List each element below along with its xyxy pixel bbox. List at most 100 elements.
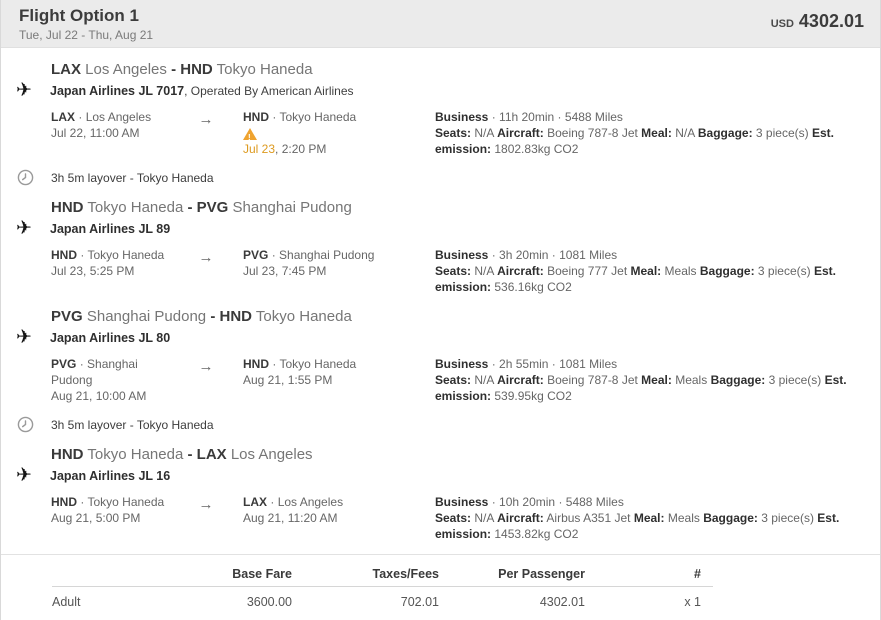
arrive-airport: LAX · Los Angeles Aug 21, 11:20 AM (243, 494, 435, 542)
to-airport-code: HND (180, 61, 213, 78)
segment-detail-row: HND · Tokyo Haneda Jul 23, 5:25 PM → PVG… (51, 247, 880, 295)
seats-value: N/A (474, 373, 494, 387)
segment-route-title: HND Tokyo Haneda - LAX Los Angeles (51, 446, 864, 463)
arrive-airport: HND · Tokyo Haneda Jul 23, 2:20 PM (243, 109, 435, 157)
airline-row: ✈ Japan Airlines JL 7017, Operated By Am… (16, 80, 880, 101)
seats-label: Seats: (435, 373, 472, 387)
from-airport-name: Tokyo Haneda (87, 199, 184, 216)
route-separator: - (171, 61, 177, 78)
depart-airport: HND · Tokyo Haneda Aug 21, 5:00 PM (51, 494, 169, 542)
fare-table-header-row: Base Fare Taxes/Fees Per Passenger # (52, 559, 713, 587)
taxes-fees-header: Taxes/Fees (292, 559, 439, 587)
from-airport-name: Shanghai Pudong (86, 308, 207, 325)
depart-airport: PVG · Shanghai Pudong Aug 21, 10:00 AM (51, 356, 169, 404)
baggage-label: Baggage: (703, 511, 758, 525)
segment-route-title: LAX Los Angeles - HND Tokyo Haneda (51, 61, 864, 78)
flight-duration: 11h 20min (499, 110, 555, 124)
plane-icon: ✈ (16, 465, 32, 486)
dot-separator: · (491, 495, 496, 509)
depart-datetime: Jul 23, 5:25 PM (51, 264, 135, 278)
meal-value: Meals (675, 373, 708, 387)
depart-city: Los Angeles (85, 110, 152, 124)
arrive-time: , 2:20 PM (275, 142, 327, 156)
flight-duration: 2h 55min (499, 357, 549, 371)
seats-value: N/A (474, 511, 494, 525)
warning-triangle-icon (243, 127, 257, 146)
plane-icon: ✈ (16, 80, 32, 101)
segment-detail-row: HND · Tokyo Haneda Aug 21, 5:00 PM → LAX… (51, 494, 880, 542)
cabin-class: Business (435, 248, 489, 262)
baggage-value: 3 piece(s) (761, 511, 814, 525)
seats-label: Seats: (435, 511, 472, 525)
layover-row: 3h 5m layover - Tokyo Haneda (17, 169, 880, 186)
baggage-label: Baggage: (710, 373, 766, 387)
segment-info: Business · 3h 20min · 1081 Miles Seats: … (435, 247, 847, 295)
dot-separator: · (270, 495, 275, 509)
count-header: # (585, 559, 713, 587)
dot-separator: · (491, 110, 496, 124)
depart-airport: LAX · Los Angeles Jul 22, 11:00 AM (51, 109, 169, 157)
from-airport-code: HND (51, 446, 84, 463)
dot-separator: · (557, 110, 562, 124)
airline-row: ✈ Japan Airlines JL 16 (16, 465, 880, 486)
baggage-label: Baggage: (699, 264, 755, 278)
arrive-city: Los Angeles (277, 495, 344, 509)
base-fare-header: Base Fare (142, 559, 292, 587)
meal-value: Meals (664, 264, 697, 278)
arrive-airport: PVG · Shanghai Pudong Jul 23, 7:45 PM (243, 247, 435, 295)
flight-segment: PVG Shanghai Pudong - HND Tokyo Haneda ✈… (1, 308, 880, 404)
flight-segment: LAX Los Angeles - HND Tokyo Haneda ✈ Jap… (1, 61, 880, 157)
dot-separator: · (78, 110, 83, 124)
dot-separator: · (558, 495, 563, 509)
aircraft-value: Boeing 787-8 Jet (547, 373, 638, 387)
depart-airport: HND · Tokyo Haneda Jul 23, 5:25 PM (51, 247, 169, 295)
depart-code: LAX (51, 110, 75, 124)
route-arrow-icon: → (198, 249, 214, 266)
to-airport-code: PVG (196, 199, 229, 216)
baggage-label: Baggage: (697, 126, 753, 140)
flight-segment: HND Tokyo Haneda - PVG Shanghai Pudong ✈… (1, 199, 880, 295)
arrive-datetime: Jul 23, 7:45 PM (243, 264, 327, 278)
depart-code: HND (51, 495, 77, 509)
count-value: x 1 (684, 595, 701, 609)
meal-value: Meals (667, 511, 700, 525)
seats-value: N/A (474, 126, 494, 140)
cabin-class: Business (435, 110, 489, 124)
to-airport-name: Shanghai Pudong (232, 199, 352, 216)
arrive-code: HND (243, 357, 269, 371)
dot-separator: · (551, 248, 556, 262)
flight-option-header[interactable]: Flight Option 1 Tue, Jul 22 - Thu, Aug 2… (1, 0, 880, 48)
dot-separator: · (80, 495, 85, 509)
arrive-city: Tokyo Haneda (279, 110, 357, 124)
layover-row: 3h 5m layover - Tokyo Haneda (17, 416, 880, 433)
arrive-code: HND (243, 110, 269, 124)
airline-row: ✈ Japan Airlines JL 89 (16, 218, 880, 239)
flight-miles: 1081 Miles (559, 357, 618, 371)
aircraft-label: Aircraft: (497, 126, 544, 140)
seats-value: N/A (474, 264, 494, 278)
clock-icon (17, 416, 51, 433)
taxes-fees-value: 702.01 (400, 595, 439, 609)
segment-info: Business · 11h 20min · 5488 Miles Seats:… (435, 109, 847, 157)
flight-duration: 3h 20min (499, 248, 549, 262)
dot-separator: · (272, 357, 277, 371)
dot-separator: · (271, 248, 276, 262)
depart-datetime: Jul 22, 11:00 AM (51, 126, 140, 140)
to-airport-code: HND (219, 308, 252, 325)
flight-duration: 10h 20min (499, 495, 556, 509)
from-airport-code: HND (51, 199, 84, 216)
fare-table-row: Adult 3600.00 702.01 4302.01 x 1 (52, 587, 713, 616)
flight-miles: 5488 Miles (564, 110, 623, 124)
segment-route-title: HND Tokyo Haneda - PVG Shanghai Pudong (51, 199, 864, 216)
route-arrow-icon: → (198, 496, 214, 513)
meal-label: Meal: (633, 511, 665, 525)
arrive-airport: HND · Tokyo Haneda Aug 21, 1:55 PM (243, 356, 435, 404)
aircraft-label: Aircraft: (497, 264, 544, 278)
plane-icon: ✈ (16, 218, 32, 239)
price-amount: 4302.01 (798, 11, 864, 31)
arrive-code: PVG (243, 248, 269, 262)
base-fare-value: 3600.00 (246, 595, 292, 609)
dot-separator: · (551, 357, 556, 371)
cabin-class: Business (435, 357, 489, 371)
